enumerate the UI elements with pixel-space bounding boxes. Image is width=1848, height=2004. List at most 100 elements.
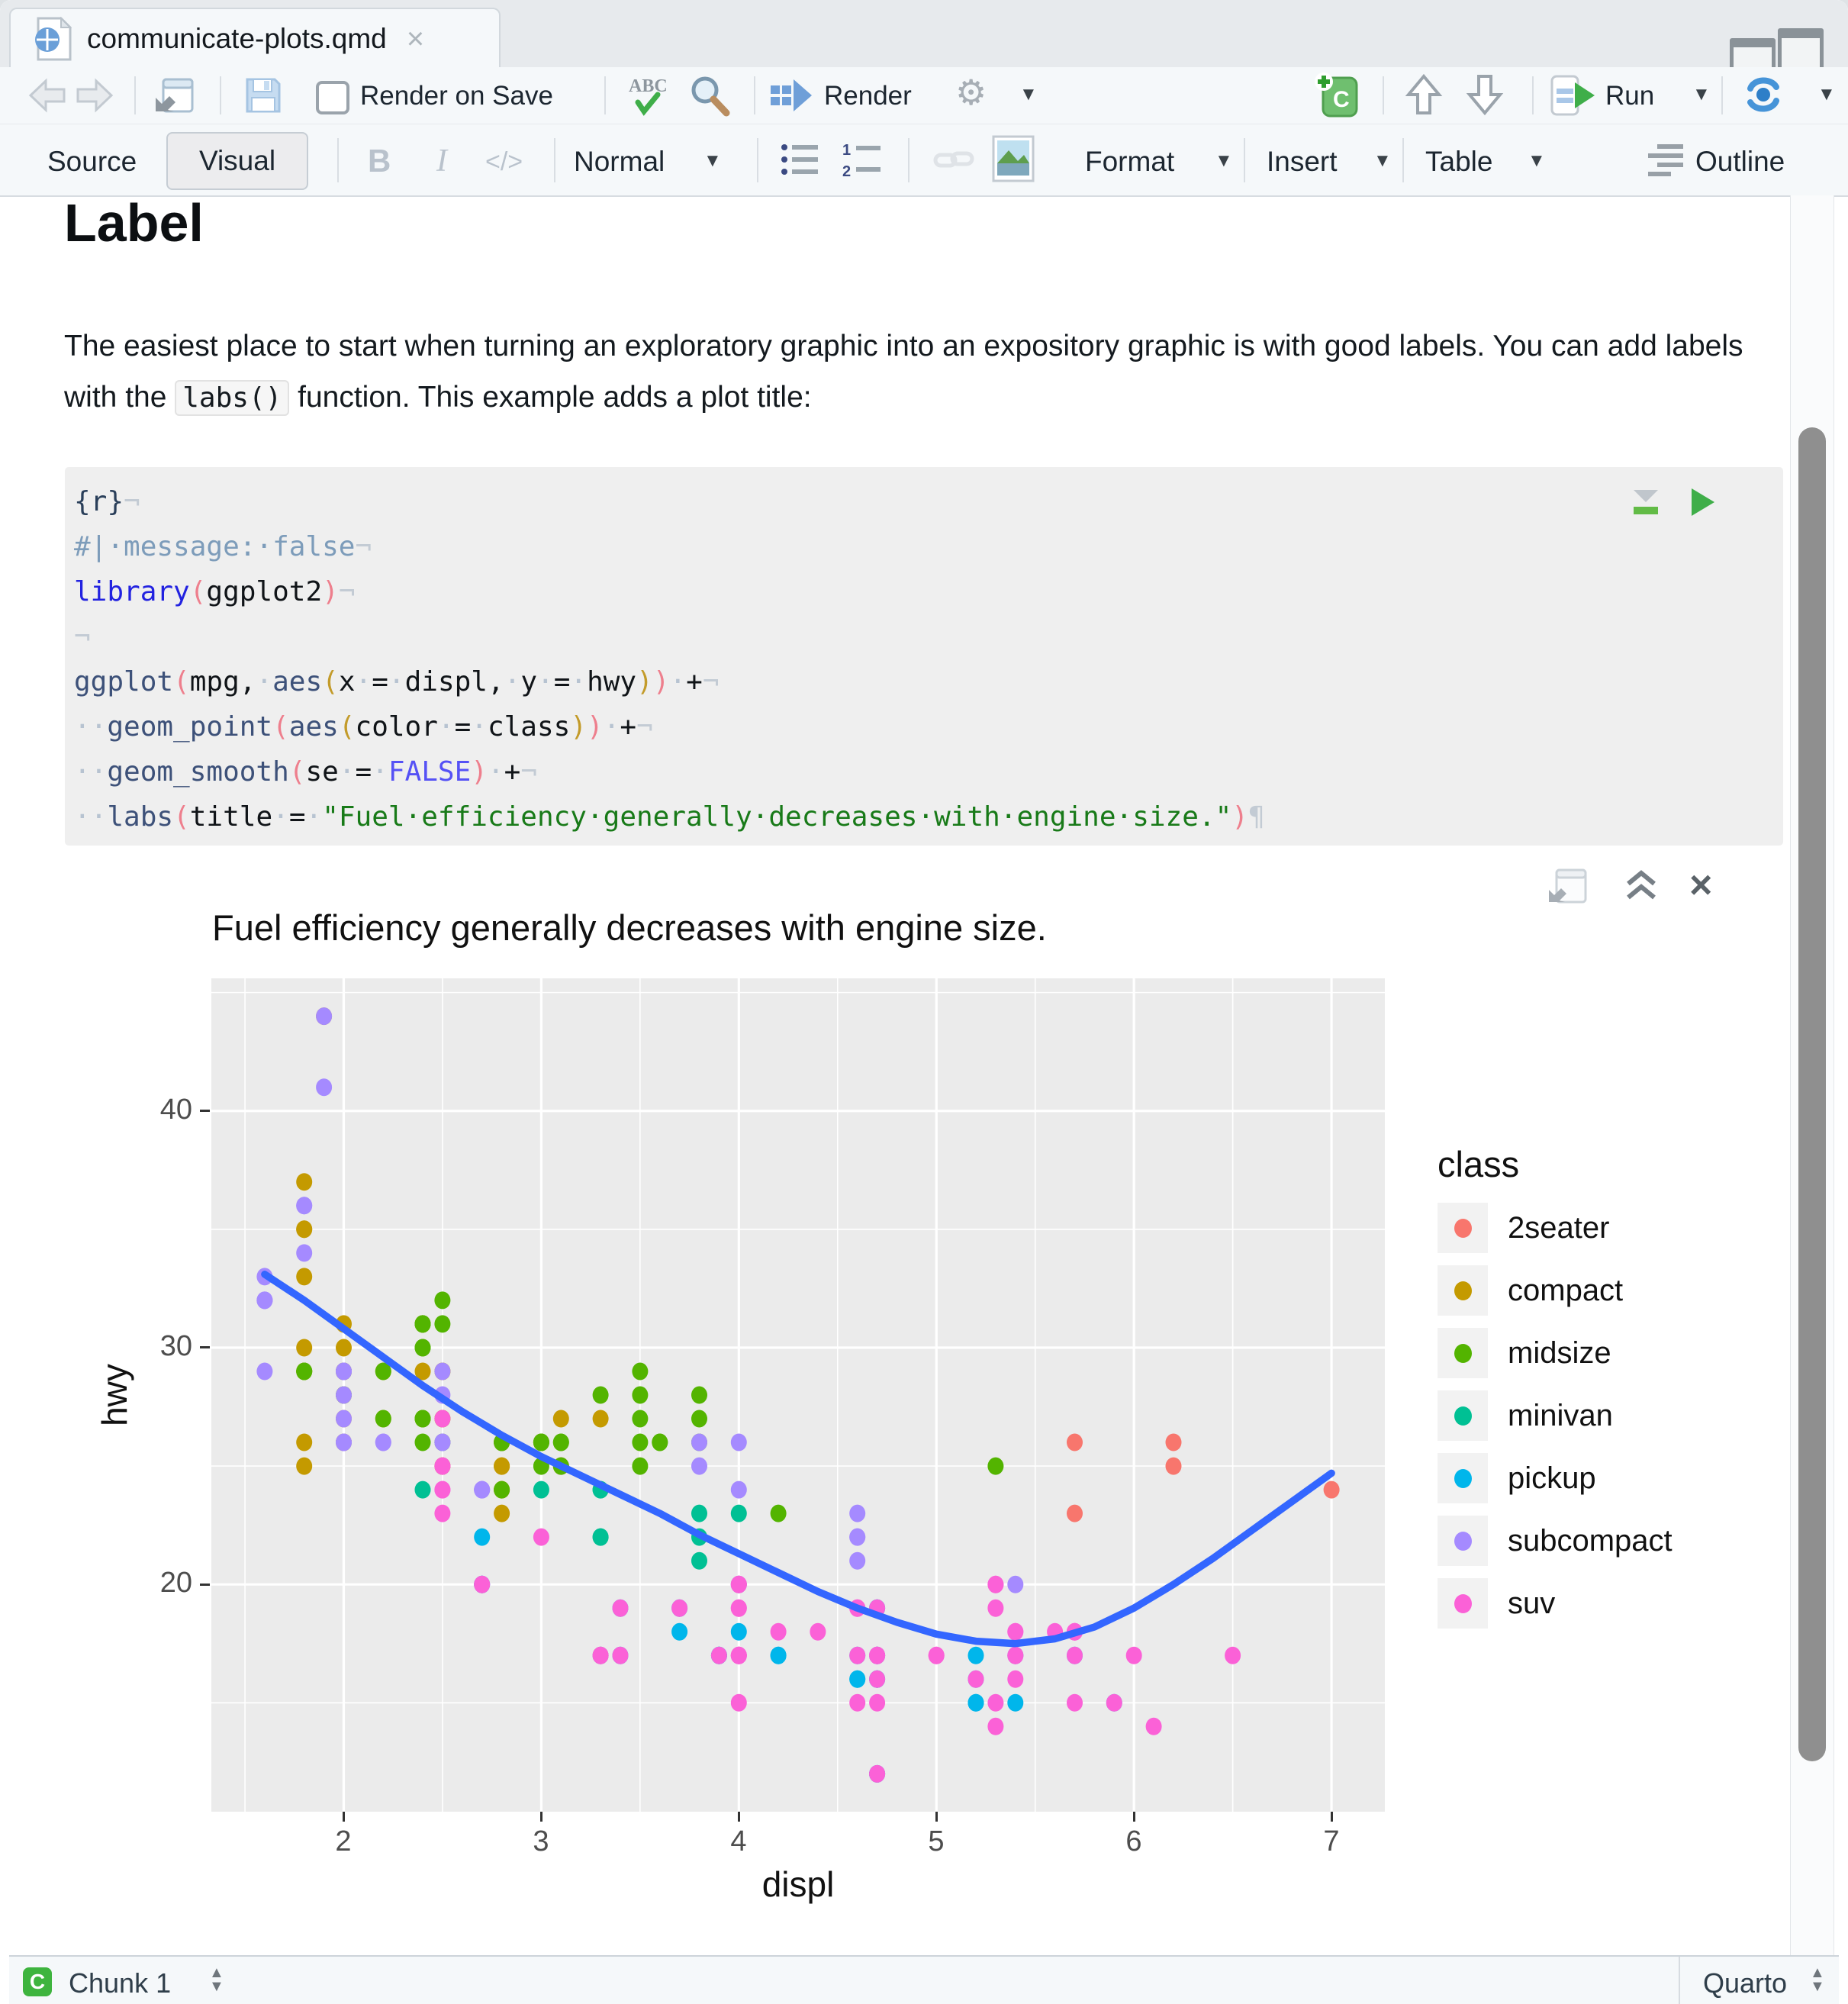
minimize-icon[interactable] [1730, 38, 1776, 71]
x-tick-mark [1331, 1812, 1333, 1822]
y-tick-label: 40 [159, 1094, 192, 1126]
legend-point-icon [1454, 1406, 1472, 1426]
legend-label: compact [1508, 1273, 1624, 1307]
back-icon[interactable] [27, 76, 67, 114]
code-line[interactable]: {r}¬ [74, 486, 140, 517]
run-all-chunks-above-icon[interactable] [1631, 487, 1661, 521]
code-line[interactable]: ··labs(title·=·"Fuel·efficiency·generall… [74, 801, 1265, 833]
source-options-caret-icon[interactable]: ▼ [1817, 84, 1836, 105]
run-icon [1550, 73, 1598, 118]
vertical-scrollbar[interactable] [1790, 195, 1834, 1955]
table-menu[interactable]: Table [1425, 146, 1493, 177]
code-icon[interactable]: </> [485, 147, 523, 176]
x-tick-label: 6 [1125, 1825, 1142, 1857]
run-options-caret-icon[interactable]: ▼ [1692, 84, 1711, 105]
inline-code: labs() [175, 380, 290, 416]
go-next-section-icon[interactable] [1465, 73, 1505, 116]
forward-icon[interactable] [75, 76, 114, 114]
bullet-list-icon[interactable] [780, 141, 819, 179]
table-caret-icon[interactable]: ▼ [1528, 150, 1546, 171]
go-previous-section-icon[interactable] [1404, 73, 1444, 116]
bold-icon[interactable]: B [368, 143, 391, 179]
code-line[interactable]: library(ggplot2)¬ [74, 576, 356, 607]
run-chunk-icon[interactable] [1689, 487, 1716, 521]
x-tick-label: 5 [928, 1825, 945, 1857]
run-button[interactable]: Run [1605, 81, 1655, 111]
legend-label: suv [1508, 1586, 1556, 1620]
legend-item: midsize [1438, 1328, 1673, 1378]
legend: 2seater compact midsize minivan pickup subcom… [1438, 1203, 1673, 1641]
show-plot-in-window-icon[interactable] [1547, 867, 1587, 909]
insert-menu[interactable]: Insert [1267, 146, 1338, 177]
quarto-document-icon [35, 17, 72, 61]
legend-title: class [1438, 1144, 1520, 1184]
svg-text:ABC: ABC [629, 76, 668, 96]
y-tick-label: 30 [159, 1330, 192, 1362]
insert-chunk-icon[interactable]: C [1314, 72, 1358, 118]
code-line[interactable]: ggplot(mpg,·aes(x·=·displ,·y·=·hwy))·+¬ [74, 666, 720, 698]
mode-selector[interactable]: Quarto ▲ ▼ [1679, 1957, 1840, 2004]
tab-source[interactable]: Source [47, 146, 137, 177]
save-icon[interactable] [243, 75, 284, 116]
chunk-navigator-arrows-icon[interactable]: ▲ ▼ [209, 1964, 224, 1995]
chunk-navigator[interactable]: Chunk 1 [69, 1967, 172, 1999]
legend-label: subcompact [1508, 1523, 1673, 1558]
x-tick-label: 4 [730, 1825, 747, 1857]
spellcheck-icon[interactable]: ABC [624, 73, 671, 118]
intro-paragraph: The easiest place to start when turning … [64, 321, 1750, 424]
x-tick-label: 2 [335, 1825, 352, 1857]
legend-point-icon [1454, 1593, 1472, 1613]
main-toolbar: Render on Save ABC Render ⚙ ▼ [0, 67, 1848, 124]
tab-close-icon[interactable]: × [406, 21, 425, 56]
open-in-window-icon[interactable] [153, 75, 195, 116]
mode-selector-arrows-icon[interactable]: ▲ ▼ [1810, 1964, 1825, 1995]
x-tick-mark [738, 1812, 740, 1822]
y-tick-mark [200, 1346, 210, 1348]
code-line[interactable]: ··geom_smooth(se·=·FALSE)·+¬ [74, 756, 538, 788]
italic-icon[interactable]: I [436, 143, 447, 179]
status-bar: C Chunk 1 ▲ ▼ Quarto ▲ ▼ [9, 1955, 1839, 2004]
format-caret-icon[interactable]: ▼ [1215, 150, 1233, 171]
outline-toggle[interactable]: Outline [1695, 146, 1785, 177]
paragraph-style-caret-icon[interactable]: ▼ [703, 150, 722, 171]
gear-icon[interactable]: ⚙ [955, 72, 987, 112]
legend-label: midsize [1508, 1335, 1611, 1370]
code-editor-lines[interactable]: {r}¬ #|·message:·false¬ library(ggplot2)¬ ¬… [74, 479, 1265, 839]
close-output-icon[interactable]: × [1689, 863, 1713, 907]
source-refresh-icon[interactable] [1741, 73, 1785, 116]
y-tick-mark [200, 1584, 210, 1586]
link-icon[interactable] [932, 140, 975, 179]
format-menu[interactable]: Format [1085, 146, 1175, 177]
render-on-save-label: Render on Save [360, 81, 553, 111]
legend-point-icon [1454, 1281, 1472, 1300]
x-tick-mark [935, 1812, 938, 1822]
code-chunk[interactable]: {r}¬ #|·message:·false¬ library(ggplot2)¬ ¬… [65, 467, 1783, 846]
render-button[interactable]: Render [824, 81, 912, 111]
legend-key [1438, 1516, 1488, 1566]
legend-key [1438, 1265, 1488, 1316]
render-options-caret-icon[interactable]: ▼ [1019, 84, 1038, 105]
code-line[interactable]: ¬ [74, 621, 91, 652]
document-tab[interactable]: communicate-plots.qmd × [9, 8, 501, 69]
legend-point-icon [1454, 1343, 1472, 1363]
svg-text:C: C [1333, 87, 1350, 112]
render-on-save-checkbox[interactable] [316, 81, 349, 114]
insert-caret-icon[interactable]: ▼ [1373, 150, 1392, 171]
image-icon[interactable] [992, 135, 1035, 182]
legend-item: minivan [1438, 1390, 1673, 1441]
maximize-icon[interactable] [1778, 28, 1824, 72]
paragraph-style-select[interactable]: Normal [574, 146, 665, 177]
legend-key [1438, 1578, 1488, 1629]
x-axis-title: displ [761, 1864, 835, 1904]
scrollbar-thumb[interactable] [1798, 427, 1826, 1761]
code-line[interactable]: ··geom_point(aes(color·=·class))·+¬ [74, 711, 653, 743]
tab-title: communicate-plots.qmd [87, 23, 387, 54]
search-icon[interactable] [687, 73, 732, 118]
code-line[interactable]: #|·message:·false¬ [74, 531, 372, 562]
numbered-list-icon[interactable]: 1 2 [842, 141, 882, 179]
legend-item: subcompact [1438, 1516, 1673, 1566]
legend-item: suv [1438, 1578, 1673, 1629]
tab-visual[interactable]: Visual [166, 132, 308, 190]
collapse-output-icon[interactable] [1624, 867, 1659, 907]
